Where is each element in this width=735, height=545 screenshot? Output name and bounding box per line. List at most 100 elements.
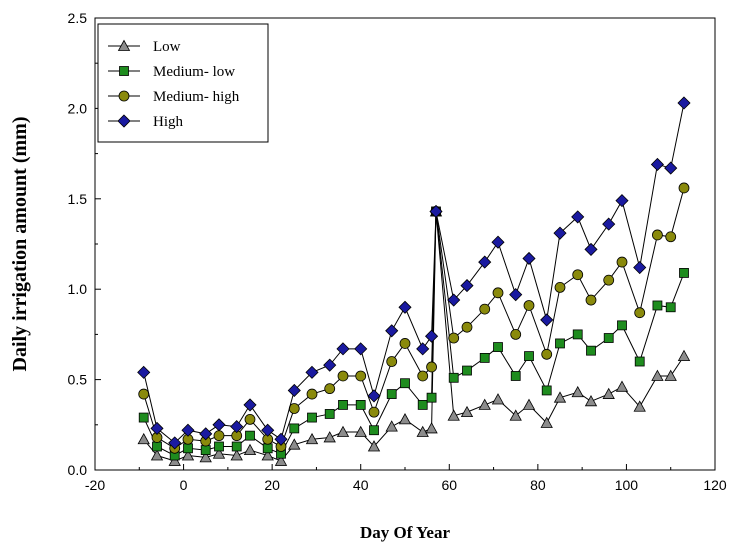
legend-label: Low	[153, 39, 181, 55]
data-point	[603, 274, 615, 286]
data-point	[677, 96, 691, 110]
data-point	[460, 279, 474, 293]
axes: -20 0 20 40 60 80 100 120 0.0 0.5 1.0 1.5 2.0 2.5	[68, 10, 727, 493]
data-point	[152, 441, 162, 452]
data-point	[510, 328, 522, 340]
data-point	[615, 194, 629, 208]
data-point	[336, 425, 350, 437]
data-point	[307, 412, 317, 423]
data-point	[634, 307, 646, 319]
data-point	[337, 370, 349, 382]
data-point	[572, 329, 583, 340]
data-point	[243, 398, 257, 412]
data-point	[212, 418, 226, 432]
data-point	[212, 447, 226, 459]
legend: Low Medium- low Medium- high High	[97, 23, 269, 143]
data-point	[230, 449, 243, 461]
data-point	[289, 423, 300, 434]
data-point	[199, 451, 212, 463]
data-point	[385, 420, 398, 432]
data-point	[492, 287, 504, 299]
data-point	[540, 313, 554, 327]
data-point	[665, 302, 676, 313]
data-point	[183, 443, 193, 454]
series-line	[143, 211, 685, 462]
data-point	[386, 356, 398, 367]
data-point	[368, 406, 380, 418]
legend-label: Medium- low	[153, 64, 235, 80]
y-tick-label: 0.5	[68, 372, 88, 388]
data-point	[509, 288, 523, 302]
data-point	[274, 432, 288, 446]
data-point	[416, 342, 430, 356]
data-point	[323, 358, 337, 372]
data-point	[448, 332, 460, 344]
data-point	[448, 372, 459, 383]
data-point	[679, 268, 689, 278]
series-layer	[137, 96, 691, 466]
data-point	[369, 425, 379, 436]
data-point	[447, 293, 461, 307]
data-point	[572, 269, 584, 281]
data-point	[138, 412, 149, 423]
data-point	[287, 383, 301, 398]
data-point	[417, 370, 429, 382]
data-point	[425, 329, 439, 343]
data-point	[553, 226, 567, 240]
data-point	[478, 255, 492, 269]
y-tick-label: 2.5	[68, 10, 88, 26]
data-point	[634, 356, 645, 367]
series-line	[143, 102, 685, 444]
data-point	[262, 443, 273, 454]
data-point	[584, 394, 598, 407]
data-point	[510, 371, 521, 381]
data-point	[571, 210, 585, 224]
data-point	[354, 342, 368, 356]
data-point	[305, 365, 319, 379]
data-point	[214, 441, 224, 452]
y-tick-label: 0.0	[68, 462, 88, 478]
data-point	[400, 378, 410, 389]
data-point	[650, 157, 664, 172]
data-point	[245, 430, 255, 441]
data-point	[541, 385, 552, 396]
data-point	[398, 413, 412, 425]
data-point	[137, 365, 151, 379]
data-point	[181, 423, 195, 437]
data-point	[338, 400, 348, 410]
data-point	[479, 353, 490, 363]
data-point	[602, 387, 615, 399]
data-point	[168, 454, 181, 466]
data-point	[367, 440, 381, 452]
data-point	[462, 365, 472, 376]
data-point	[426, 361, 437, 373]
data-point	[398, 300, 412, 314]
data-point	[586, 345, 596, 356]
data-point	[306, 388, 318, 400]
data-point	[244, 413, 256, 425]
data-point	[261, 423, 275, 437]
data-point	[367, 389, 381, 403]
data-point	[385, 324, 399, 338]
x-tick-label: 0	[180, 477, 188, 493]
data-point	[571, 385, 584, 398]
data-point	[555, 338, 565, 349]
data-point	[230, 420, 244, 434]
data-point	[323, 431, 336, 443]
x-axis-title: Day Of Year	[360, 523, 450, 542]
data-point	[168, 436, 182, 450]
data-point	[213, 430, 225, 442]
data-point	[355, 400, 366, 410]
y-tick-label: 2.0	[68, 100, 88, 116]
series-line	[143, 211, 685, 457]
data-point	[460, 405, 474, 418]
data-point	[651, 369, 664, 381]
data-point	[603, 333, 614, 343]
series-3	[138, 182, 690, 454]
legend-label: Medium- high	[153, 89, 240, 105]
series-2	[138, 206, 689, 461]
data-point	[386, 389, 397, 399]
data-point	[633, 400, 646, 412]
y-tick-label: 1.5	[68, 191, 88, 207]
data-point	[652, 229, 663, 241]
